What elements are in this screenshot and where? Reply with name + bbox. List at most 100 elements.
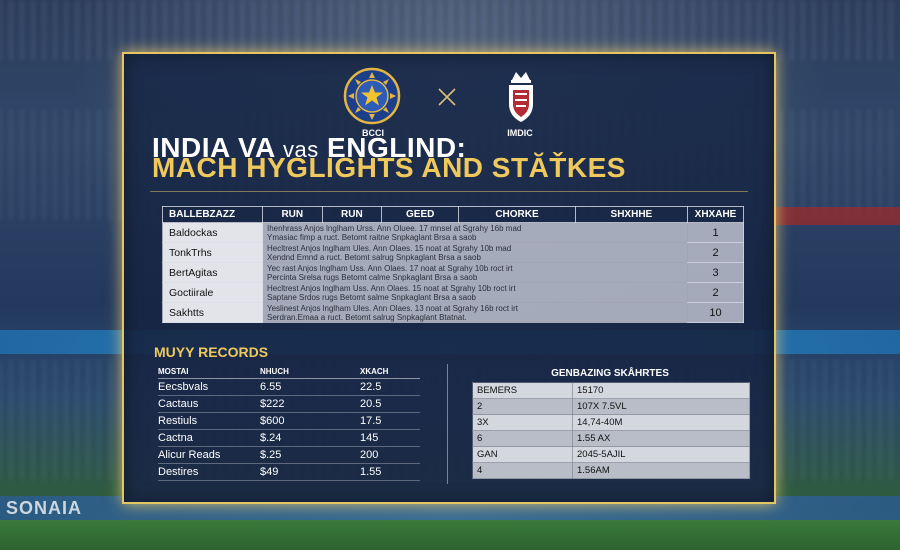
note-line: Hecltrest Anjos lnglham Ules. Ann Olaes.… <box>267 243 512 253</box>
batter-notes: Ihenhrass Anjos lnglham Urss. Ann Oluee.… <box>262 222 688 243</box>
records-header: MOSTAI <box>158 366 260 379</box>
record-value: 200 <box>360 446 420 464</box>
table-row: Destires $49 1.55 <box>158 463 420 481</box>
title-part: ENGLIND: <box>318 132 467 163</box>
batter-name: BertAgitas <box>162 262 263 283</box>
record-value: 6.55 <box>260 378 360 396</box>
batter-name: Goctiirale <box>162 282 263 303</box>
batting-header: XHXAHE <box>687 206 744 223</box>
note-line: Ihenhrass Anjos lnglham Urss. Ann Oluee.… <box>267 223 522 233</box>
table-row: Alicur Reads $.25 200 <box>158 446 420 464</box>
table-row: Cactna $.24 145 <box>158 429 420 447</box>
score-label: 6 <box>472 430 573 447</box>
records-title: MUYY RECORDS <box>154 344 269 360</box>
advert-board-red <box>770 207 900 225</box>
batter-notes: Yeslinest Anjos lnglham Ules. Ann Olaes.… <box>262 302 688 323</box>
bottom-banner-text: SONAIA <box>6 498 83 518</box>
record-value: $.24 <box>260 429 360 447</box>
record-value: $.25 <box>260 446 360 464</box>
record-label: Restiuls <box>158 412 260 430</box>
record-label: Eecsbvals <box>158 378 260 396</box>
table-row: Restiuls $600 17.5 <box>158 412 420 430</box>
page-title-line1: INDIA VA vas ENGLIND: <box>152 132 466 164</box>
batter-notes: Hecltrest Anjos lnglham Ules. Ann Olaes.… <box>262 242 688 263</box>
england-crest-icon <box>509 72 533 122</box>
batter-name: Baldockas <box>162 222 263 243</box>
batter-value: 10 <box>687 302 744 323</box>
batter-value: 3 <box>687 262 744 283</box>
table-row: Goctiirale Hecltrest Anjos lnglham Uss. … <box>162 282 744 303</box>
score-value: 1.55 AX <box>572 430 750 447</box>
note-line: Saptane Srdos rugs Betomt salme Snpkagla… <box>267 292 477 302</box>
cross-icon <box>438 88 456 106</box>
england-label: IMDIC <box>507 128 533 138</box>
table-row: Cactaus $222 20.5 <box>158 395 420 413</box>
score-value: 1.56AM <box>572 462 750 479</box>
note-line: Hecltrest Anjos lnglham Uss. Ann Olaes. … <box>267 283 516 293</box>
table-row: 4 1.56AM <box>472 462 750 479</box>
title-part: INDIA VA <box>152 132 284 163</box>
score-value: 107X 7.5VL <box>572 398 750 415</box>
table-row: GAN 2045-5AJIL <box>472 446 750 463</box>
batter-name: Sakhtts <box>162 302 263 323</box>
record-value: 145 <box>360 429 420 447</box>
highlights-panel: BCCI IMDIC INDIA VA vas ENGLIND: MACH HY… <box>122 52 776 504</box>
note-line: Xendnd Emnd a ruct. Betomt salrug Snpkag… <box>267 252 481 262</box>
crowd-top <box>0 0 900 60</box>
table-row: 2 107X 7.5VL <box>472 398 750 415</box>
note-line: Yeslinest Anjos lnglham Ules. Ann Olaes.… <box>267 303 518 313</box>
table-row: 3X 14,74-40M <box>472 414 750 431</box>
record-value: $222 <box>260 395 360 413</box>
record-label: Alicur Reads <box>158 446 260 464</box>
score-value: 15170 <box>572 382 750 399</box>
records-header: NHUCH <box>260 366 360 379</box>
record-label: Cactaus <box>158 395 260 413</box>
bcci-crest-icon <box>343 67 401 125</box>
batter-name: TonkTrhs <box>162 242 263 263</box>
score-label: 3X <box>472 414 573 431</box>
title-divider <box>150 191 748 192</box>
table-row: BEMERS 15170 <box>472 382 750 399</box>
record-value: 1.55 <box>360 463 420 481</box>
table-row: 6 1.55 AX <box>472 430 750 447</box>
scores-table: BEMERS 15170 2 107X 7.5VL 3X 14,74-40M 6 1.5… <box>472 382 750 479</box>
record-value: 17.5 <box>360 412 420 430</box>
batting-header: GEED <box>381 206 460 223</box>
table-row: Sakhtts Yeslinest Anjos lnglham Ules. An… <box>162 302 744 323</box>
record-label: Cactna <box>158 429 260 447</box>
record-value: $49 <box>260 463 360 481</box>
records-table: MOSTAI NHUCH XKACH Eecsbvals 6.55 22.5 Cac… <box>158 366 420 481</box>
batter-notes: Yec rast Anjos lnglham Uss. Ann Olaes. 1… <box>262 262 688 283</box>
batting-table: BALLEBZAZZ RUN RUN GEED CHORKE SHXHHE XH… <box>162 206 744 323</box>
score-label: 2 <box>472 398 573 415</box>
grass-field <box>0 520 900 550</box>
table-row: TonkTrhs Hecltrest Anjos lnglham Ules. A… <box>162 242 744 263</box>
batting-header: BALLEBZAZZ <box>162 206 263 223</box>
batter-notes: Hecltrest Anjos lnglham Uss. Ann Olaes. … <box>262 282 688 303</box>
table-row: Eecsbvals 6.55 22.5 <box>158 378 420 396</box>
batter-value: 2 <box>687 242 744 263</box>
score-label: GAN <box>472 446 573 463</box>
batter-value: 1 <box>687 222 744 243</box>
batter-value: 2 <box>687 282 744 303</box>
record-label: Destires <box>158 463 260 481</box>
records-header-row: MOSTAI NHUCH XKACH <box>158 366 420 379</box>
section-divider <box>447 364 448 484</box>
note-line: Yec rast Anjos lnglham Uss. Ann Olaes. 1… <box>267 263 513 273</box>
score-label: 4 <box>472 462 573 479</box>
batting-header: CHORKE <box>458 206 576 223</box>
bcci-label: BCCI <box>362 128 384 138</box>
page-title-line2: MACH HYGLIGHTS AND STĂŤKES <box>152 152 626 183</box>
batting-header: SHXHHE <box>574 206 689 223</box>
score-label: BEMERS <box>472 382 573 399</box>
scores-title: GENBAZING SKÅHRTES <box>551 368 669 379</box>
note-line: Serdran.Emaa a ruct. Betomt salrug Snpka… <box>267 312 467 322</box>
record-value: $600 <box>260 412 360 430</box>
table-row: Baldockas Ihenhrass Anjos lnglham Urss. … <box>162 222 744 243</box>
record-value: 22.5 <box>360 378 420 396</box>
records-header: XKACH <box>360 366 420 379</box>
table-row: BertAgitas Yec rast Anjos lnglham Uss. A… <box>162 262 744 283</box>
batting-header: RUN <box>262 206 323 223</box>
batting-header: RUN <box>321 206 383 223</box>
score-value: 2045-5AJIL <box>572 446 750 463</box>
